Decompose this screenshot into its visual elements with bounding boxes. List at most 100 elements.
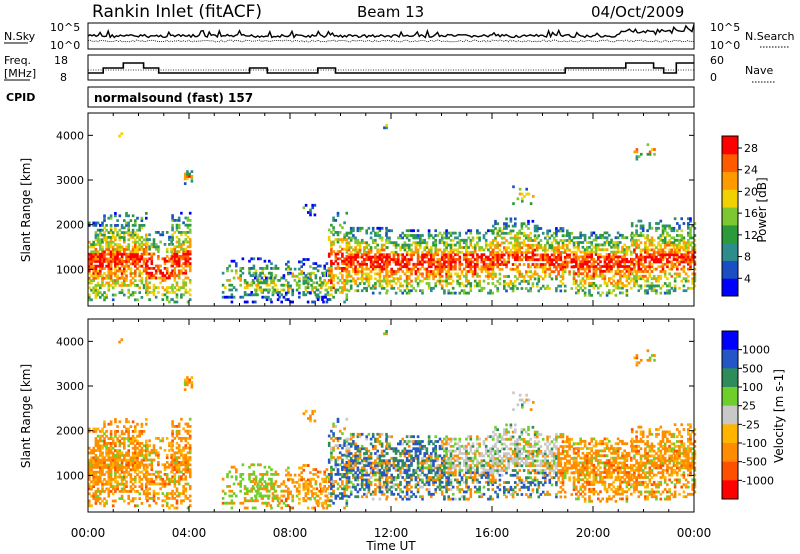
power-cell-3449	[659, 236, 663, 240]
power-cell-3001	[594, 238, 598, 242]
power-cell-3470	[663, 282, 667, 285]
power-cell-1742	[403, 246, 407, 249]
power-cell-2987	[592, 238, 596, 242]
velocity-cell-698	[173, 492, 177, 495]
power-cell-1124	[285, 262, 288, 266]
velocity-cell-857	[188, 378, 191, 382]
power-cell-2276	[487, 270, 490, 273]
velocity-cell-372	[127, 470, 130, 474]
velocity-cell-592	[154, 477, 158, 481]
power-cell-1348	[345, 267, 349, 271]
velocity-cell-674	[171, 504, 174, 507]
power-cell-2925	[583, 233, 587, 237]
velocity-cell-952	[261, 477, 264, 481]
power-cell-283	[116, 250, 119, 254]
power-cell-2335	[494, 258, 497, 262]
velocity-cell-594	[154, 470, 158, 474]
power-cell-440	[134, 245, 137, 249]
power-cell-580	[152, 283, 156, 287]
power-cell-3583	[678, 246, 681, 249]
power-cell-3114	[614, 286, 618, 290]
power-cell-2489	[516, 239, 519, 242]
velocity-cell-274	[116, 482, 119, 486]
power-cell-1170	[312, 271, 315, 275]
power-cell-3205	[625, 248, 629, 252]
power-cell-2434	[509, 253, 513, 257]
power-cell-1053	[287, 298, 290, 301]
power-cell-3501	[668, 289, 671, 293]
power-cell-3187	[623, 250, 626, 254]
velocity-cell-146	[101, 427, 104, 431]
power-cell-1689	[394, 260, 398, 264]
power-cell-3521	[670, 262, 674, 266]
power-cell-2321	[492, 263, 495, 266]
power-cell-67	[94, 260, 98, 263]
velocity-cell-272	[116, 487, 119, 491]
power-cell-3384	[650, 253, 654, 257]
power-cell-1922	[432, 277, 435, 281]
power-cell-688	[171, 235, 174, 239]
power-cell-2946	[588, 274, 591, 278]
power-cell-2778	[561, 243, 565, 247]
power-cell-3546	[673, 284, 677, 288]
velocity-cell-641	[165, 494, 169, 498]
power-cell-566	[150, 274, 154, 277]
velocity-cell-581	[152, 482, 156, 486]
power-cell-203	[107, 236, 111, 239]
power-cell-2815	[568, 248, 571, 252]
power-cell-2257	[482, 236, 486, 240]
power-cell-1227	[327, 238, 331, 241]
power-cell-704	[173, 267, 177, 270]
velocity-cell-491	[140, 458, 144, 462]
velocity-cell-314	[120, 480, 124, 484]
velocity-cell-182	[105, 434, 108, 438]
power-cell-527	[145, 250, 148, 254]
power-cell-2807	[566, 234, 569, 238]
power-cell-2690	[548, 260, 552, 264]
velocity-cell-417	[131, 451, 135, 455]
power-cell-3333	[644, 258, 647, 261]
power-cell-2288	[489, 272, 492, 276]
power-cell-2168	[467, 236, 470, 240]
power-cell-2754	[559, 279, 563, 283]
power-cell-310	[120, 288, 124, 292]
power-cell-3492	[666, 260, 669, 264]
power-cell-697	[173, 291, 177, 294]
velocity-cell-88	[96, 475, 100, 479]
power-cell-2742	[557, 263, 560, 266]
velocity-cell-407	[131, 487, 135, 491]
power-cell-1889	[427, 286, 431, 290]
velocity-cell-323	[120, 454, 124, 457]
power-cell-2242	[480, 260, 484, 264]
power-cell-3710	[523, 195, 526, 198]
power-cell-841	[188, 240, 192, 244]
power-cell-1347	[345, 270, 349, 273]
velocity-cell-487	[140, 478, 144, 481]
power-cell-1776	[407, 253, 411, 257]
power-cell-1723	[401, 284, 404, 288]
velocity-cell-199	[107, 454, 111, 457]
power-cell-3685	[693, 284, 697, 288]
velocity-cell-1099	[317, 501, 321, 505]
power-cell-2459	[514, 275, 517, 278]
velocity-cell-729	[175, 451, 179, 455]
power-cell-1943	[434, 248, 437, 252]
power-cell-176	[105, 248, 108, 251]
power-cell-2843	[572, 255, 576, 259]
power-cell-1405	[352, 234, 355, 237]
power-cell-3455	[661, 265, 665, 269]
power-cell-20	[90, 298, 93, 302]
power-cell-2012	[445, 277, 448, 281]
power-cell-1781	[407, 234, 411, 237]
velocity-cell-214	[109, 468, 113, 472]
power-cell-1905	[427, 231, 431, 235]
velocity-cell-806	[184, 437, 188, 440]
power-cell-2269	[484, 238, 488, 242]
power-cell-416	[131, 248, 135, 251]
velocity-cell-159	[103, 444, 106, 448]
power-cell-1984	[440, 262, 444, 266]
power-cell-1983	[440, 265, 444, 269]
power-cell-2429	[507, 224, 510, 228]
power-cell-3111	[612, 243, 615, 247]
power-cell-793	[184, 271, 188, 275]
